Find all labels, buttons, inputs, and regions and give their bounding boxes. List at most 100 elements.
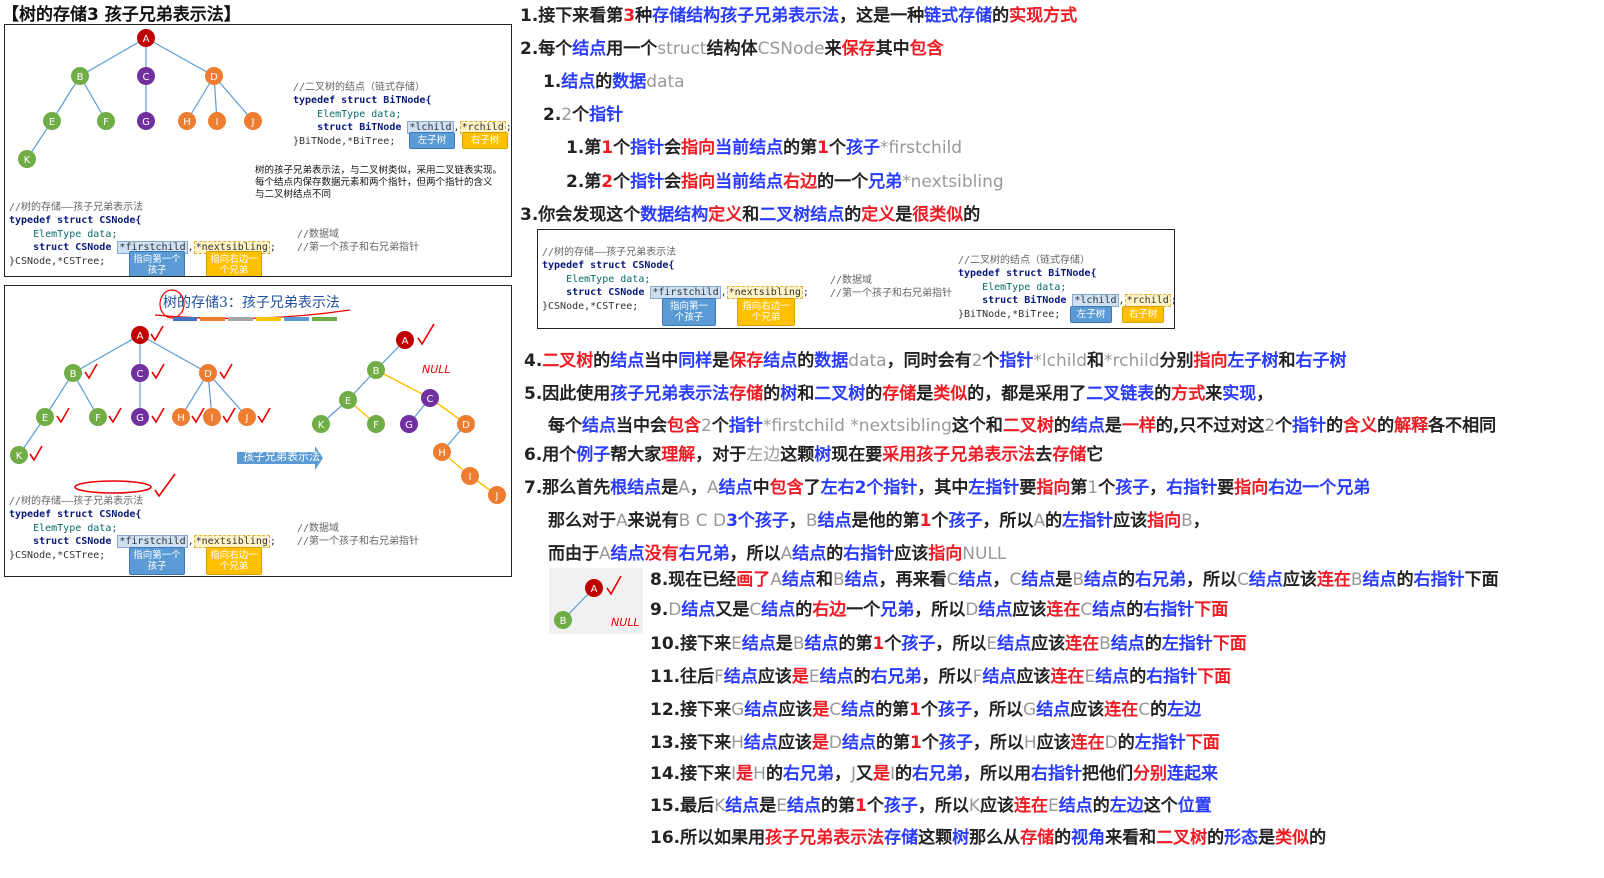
note-segment: 存储: [1020, 828, 1055, 848]
note-segment: ，: [1256, 384, 1274, 404]
tree-node-j: J: [244, 112, 262, 130]
note-segment: ，: [689, 478, 707, 498]
note-segment: 是: [872, 764, 890, 784]
svg-text:J: J: [251, 117, 255, 128]
note-segment: 结点: [787, 796, 822, 816]
note-segment: F: [972, 667, 983, 687]
note-segment: 结点: [792, 544, 827, 564]
note-segment: 结构体: [706, 39, 758, 59]
note-segment: ，: [833, 764, 851, 784]
note-segment: 应该: [1031, 634, 1066, 654]
note-segment: 指向: [1036, 478, 1071, 498]
cstree-comments-2: //数据域 //第一个孩子和右兄弟指针: [297, 522, 420, 548]
note-segment: 结点: [982, 667, 1017, 687]
note-segment: 8.现在已经: [650, 570, 737, 590]
tag-first-child-2: 指向第一个孩子: [129, 547, 185, 575]
note-segment: B: [1099, 634, 1111, 654]
note-segment: 来: [1205, 384, 1223, 404]
note-segment: 右指针: [1143, 600, 1195, 620]
note-segment: C: [946, 570, 959, 590]
note-segment: 下面: [1194, 600, 1229, 620]
note-segment: 这个和: [951, 416, 1003, 436]
note-segment: 结点: [1092, 600, 1127, 620]
note-segment: ，所以用: [962, 764, 1031, 784]
note-segment: 解释: [1394, 416, 1429, 436]
note-segment: ，所以: [972, 733, 1024, 753]
note-line: 2.每个结点用一个struct结构体CSNode来保存其中包含: [520, 37, 944, 61]
note-segment: 1.接下来看第: [520, 6, 624, 26]
tag-first-child: 指向第一个孩子: [129, 251, 185, 276]
note-segment: J: [850, 764, 856, 784]
svg-text:J: J: [495, 491, 499, 502]
note-segment: 右兄弟: [678, 544, 730, 564]
note-segment: 孩子: [845, 138, 880, 158]
note-segment: C: [1080, 600, 1093, 620]
note-segment: H: [731, 733, 744, 753]
svg-text:J: J: [245, 413, 249, 424]
note-segment: 又是: [715, 600, 750, 620]
note-segment: K: [714, 796, 726, 816]
note-segment: 结点: [997, 634, 1032, 654]
note-segment: 结点: [610, 544, 645, 564]
note-segment: 的: [765, 764, 783, 784]
note-segment: 应该: [1016, 667, 1051, 687]
note-segment: 个: [711, 416, 729, 436]
svg-text:E: E: [49, 117, 55, 128]
note-segment: 的第: [838, 634, 873, 654]
note-segment: 是: [775, 634, 793, 654]
tag-next-sibling-2: 指向右边一个兄弟: [206, 547, 262, 575]
note-segment: 结点: [561, 72, 596, 92]
note-segment: 是: [916, 384, 934, 404]
note-segment: 1: [817, 138, 829, 158]
tree-node-a: A: [137, 29, 155, 47]
note-segment: 树: [952, 828, 970, 848]
note-segment: 帮大家: [610, 445, 662, 465]
note-segment: 一样: [1121, 416, 1156, 436]
svg-text:C: C: [143, 72, 150, 83]
note-segment: 分别: [1159, 351, 1194, 371]
note-segment: 指针: [728, 416, 763, 436]
note-segment: 个: [572, 105, 590, 125]
note-segment: 孩子: [948, 511, 983, 531]
note-segment: 应该: [1113, 511, 1148, 531]
note-segment: 左指针: [968, 478, 1020, 498]
note-segment: 左指针: [1062, 511, 1114, 531]
note-segment: 的: [844, 205, 862, 225]
note-segment: 右指针: [1166, 478, 1218, 498]
note-segment: 是: [661, 478, 679, 498]
note-segment: 右兄弟: [1135, 570, 1187, 590]
note-segment: 指向: [1193, 351, 1228, 371]
note-segment: 孩子: [938, 700, 973, 720]
note-segment: 当中: [644, 351, 679, 371]
note-segment: 的: [1154, 384, 1172, 404]
note-segment: 连在: [1050, 667, 1085, 687]
tree-node-k: K: [18, 150, 36, 168]
note-segment: 3: [623, 6, 636, 26]
mini-ab-diagram: A B NULL: [549, 568, 643, 634]
note-segment: 右边一个兄弟: [1268, 478, 1371, 498]
svg-text:F: F: [95, 413, 101, 424]
note-segment: 和: [797, 384, 815, 404]
note-segment: NULL: [962, 544, 1007, 564]
note-segment: CSNode: [757, 39, 825, 59]
note-segment: 11.往后: [650, 667, 715, 687]
note-segment: ，对于: [695, 445, 747, 465]
svg-text:D: D: [210, 72, 218, 83]
note-segment: struct: [657, 39, 707, 59]
note-segment: 的一个: [817, 172, 869, 192]
note-segment: 指向: [1147, 511, 1182, 531]
note-segment: A: [616, 511, 628, 531]
svg-text:E: E: [345, 396, 351, 407]
note-line: 1.结点的数据data: [543, 70, 685, 94]
note-segment: D: [965, 600, 979, 620]
note-segment: 个: [866, 796, 884, 816]
note-segment: 右兄弟: [782, 764, 834, 784]
note-line: 1.第1个指针会指向当前结点的第1个孩子*firstchild: [566, 136, 962, 160]
note-segment: 数据: [612, 72, 647, 92]
tree-node-b: B: [71, 67, 89, 85]
note-segment: 下面: [1185, 733, 1220, 753]
note-segment: 指针: [999, 351, 1034, 371]
tag-left-subtree: 左子树: [409, 132, 455, 149]
note-segment: 左子树: [1227, 351, 1279, 371]
note-segment: 的: [865, 384, 883, 404]
